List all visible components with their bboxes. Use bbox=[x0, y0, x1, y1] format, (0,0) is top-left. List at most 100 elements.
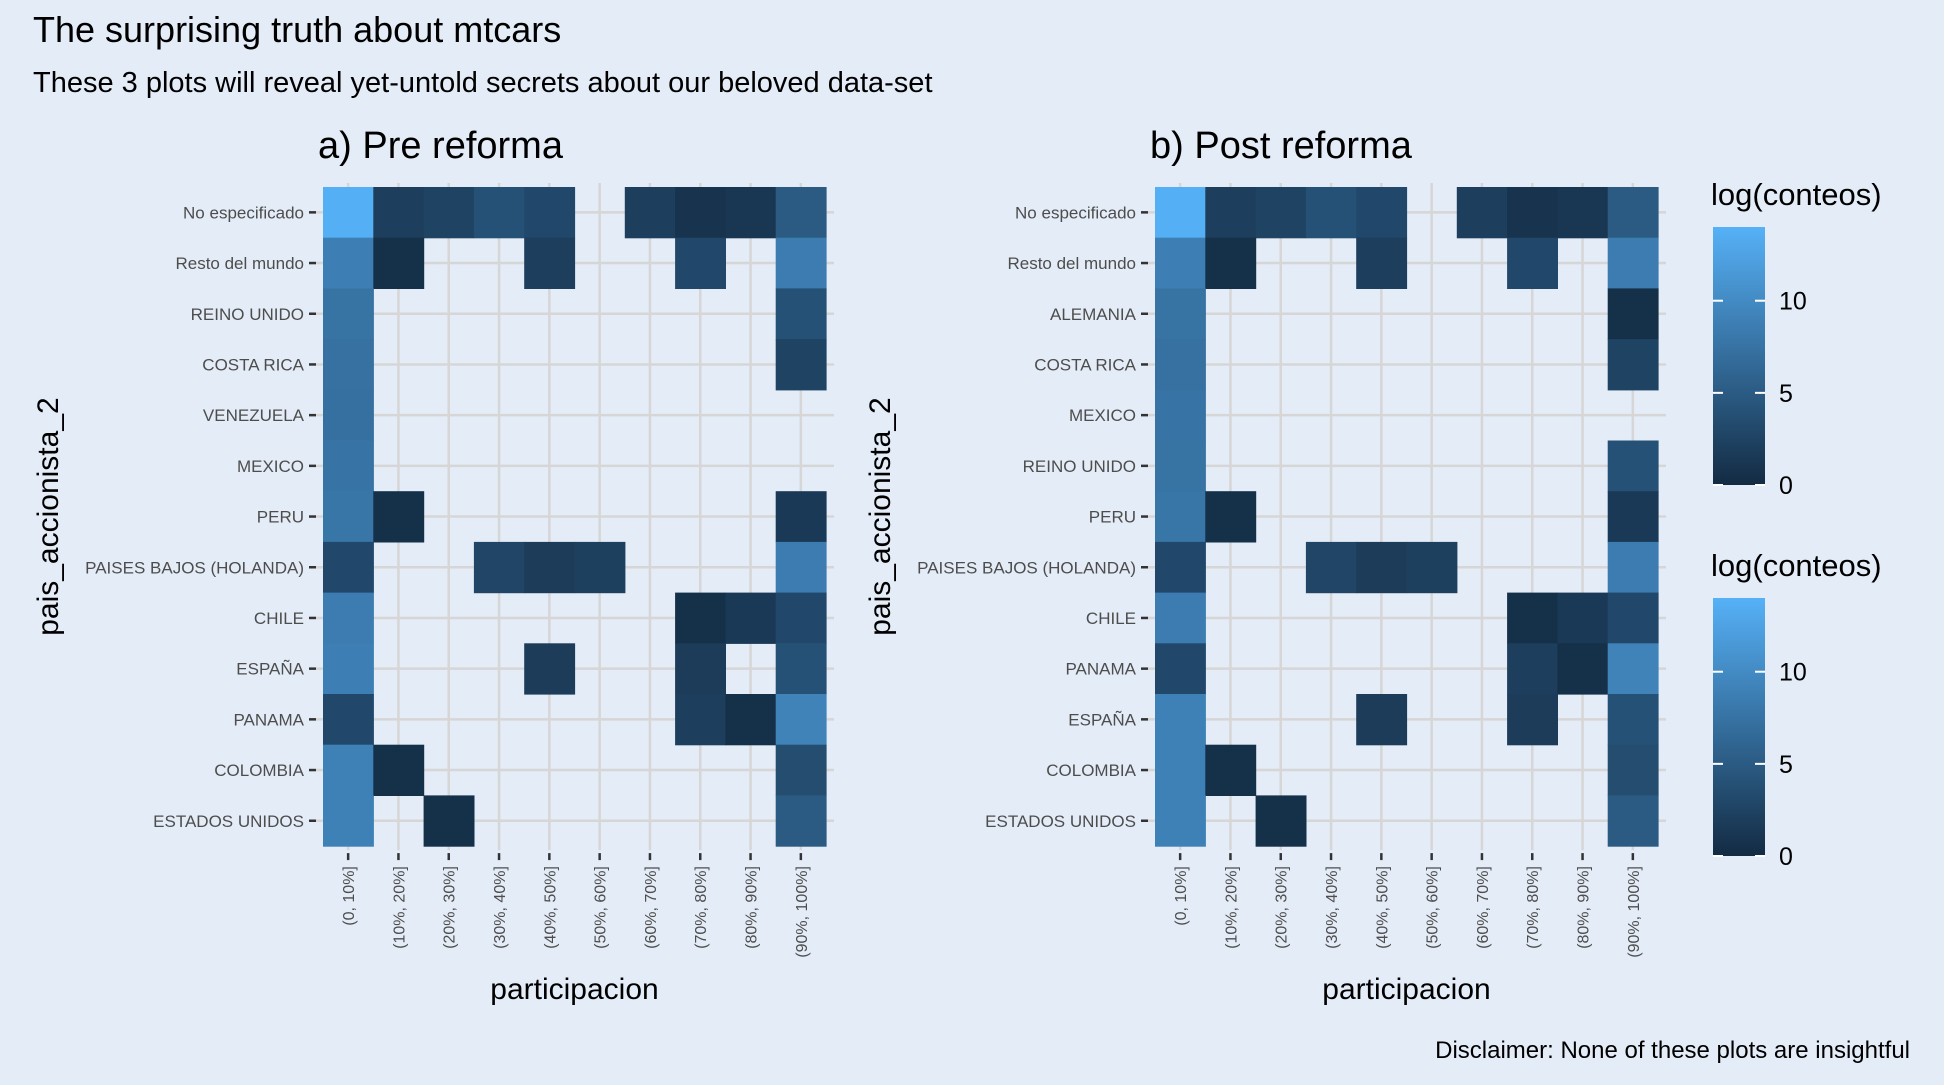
y-axis-title: pais_accionista_2 bbox=[864, 397, 897, 636]
legend-break-label: 10 bbox=[1779, 659, 1807, 687]
y-tick-label: MEXICO bbox=[1069, 406, 1136, 425]
legend-top: log(conteos) 0 5 10 bbox=[1711, 177, 1882, 500]
heatmap-cell bbox=[1607, 592, 1659, 644]
heatmap-cell bbox=[775, 491, 827, 543]
heatmap-cell bbox=[1205, 187, 1257, 239]
heatmap-cell bbox=[1155, 795, 1206, 847]
heatmap-cell bbox=[1155, 592, 1206, 644]
heatmap-cell bbox=[725, 592, 777, 644]
heatmap-cell bbox=[775, 237, 827, 289]
heatmap-cell bbox=[775, 288, 827, 340]
x-tick-label: (80%, 90%] bbox=[744, 866, 761, 949]
y-tick-label: PAISES BAJOS (HOLANDA) bbox=[917, 558, 1136, 577]
legend-break-label: 5 bbox=[1779, 751, 1793, 779]
heatmap-cell bbox=[775, 339, 827, 391]
heatmap-cell bbox=[775, 592, 827, 644]
y-tick-label: REINO UNIDO bbox=[1023, 457, 1136, 476]
legend-colorbar bbox=[1713, 227, 1765, 485]
y-tick-label: ESTADOS UNIDOS bbox=[153, 812, 304, 831]
heatmap-cell bbox=[1155, 237, 1206, 289]
y-tick-label: COLOMBIA bbox=[1046, 761, 1136, 780]
heatmap-cell bbox=[524, 187, 576, 239]
heatmap-cell bbox=[373, 491, 425, 543]
heatmap-cell bbox=[1607, 643, 1659, 695]
heatmap-cell bbox=[323, 592, 374, 644]
heatmap-cell bbox=[323, 643, 374, 695]
legend-title: log(conteos) bbox=[1711, 177, 1882, 212]
heatmap-cell bbox=[675, 694, 726, 746]
heatmap-cell bbox=[1205, 237, 1257, 289]
x-tick-label: (90%, 100%] bbox=[794, 866, 811, 958]
heatmap-cell bbox=[675, 643, 726, 695]
heatmap-cell bbox=[1507, 643, 1558, 695]
heatmap-cell bbox=[1356, 541, 1408, 594]
y-tick-label: ESPAÑA bbox=[1068, 710, 1136, 729]
figure-subtitle: These 3 plots will reveal yet-untold sec… bbox=[33, 67, 933, 99]
heatmap-cell bbox=[1155, 491, 1206, 543]
x-tick-label: (30%, 40%] bbox=[1324, 866, 1341, 949]
y-tick-label: PERU bbox=[1089, 508, 1136, 527]
heatmap-cell bbox=[1155, 288, 1206, 340]
heatmap-cell bbox=[1557, 643, 1609, 695]
heatmap-cell bbox=[323, 694, 374, 746]
heatmap-cell bbox=[1305, 187, 1357, 239]
heatmap-cell bbox=[1607, 440, 1659, 492]
heatmap-cell bbox=[1607, 339, 1659, 391]
heatmap-cells bbox=[323, 187, 827, 847]
y-tick-label: COLOMBIA bbox=[214, 761, 304, 780]
heatmap-cell bbox=[725, 187, 777, 239]
x-tick-label: (50%, 60%] bbox=[1425, 866, 1442, 949]
y-tick-label: PERU bbox=[257, 508, 304, 527]
y-tick-label: COSTA RICA bbox=[1034, 355, 1136, 374]
heatmap-cell bbox=[1557, 592, 1609, 644]
heatmap-cell bbox=[1406, 541, 1458, 594]
heatmap-cell bbox=[775, 694, 827, 746]
heatmap-cell bbox=[1557, 187, 1609, 239]
heatmap-cell bbox=[1607, 694, 1659, 746]
x-tick-label: (40%, 50%] bbox=[542, 866, 559, 949]
heatmap-cell bbox=[1607, 237, 1659, 289]
x-tick-label: (80%, 90%] bbox=[1576, 866, 1593, 949]
figure-caption: Disclaimer: None of these plots are insi… bbox=[1435, 1037, 1910, 1064]
heatmap-cell bbox=[373, 187, 425, 239]
heatmap-cell bbox=[1155, 187, 1206, 239]
heatmap-cell bbox=[1607, 491, 1659, 543]
x-tick-label: (0, 10%] bbox=[1173, 866, 1190, 926]
heatmap-cell bbox=[323, 339, 374, 391]
heatmap-panel-pre: a) Pre reforma No especificado Resto del m… bbox=[32, 125, 834, 1006]
heatmap-cell bbox=[1607, 795, 1659, 847]
heatmap-cell bbox=[675, 237, 726, 289]
heatmap-cell bbox=[1607, 744, 1659, 796]
x-tick-label: (50%, 60%] bbox=[593, 866, 610, 949]
x-tick-label: (20%, 30%] bbox=[1274, 866, 1291, 949]
heatmap-cell bbox=[1507, 187, 1558, 239]
heatmap-cell bbox=[323, 491, 374, 543]
legend-break-label: 0 bbox=[1779, 843, 1793, 871]
y-tick-label: No especificado bbox=[183, 203, 304, 222]
x-tick-label: (70%, 80%] bbox=[693, 866, 710, 949]
heatmap-cell bbox=[323, 237, 374, 289]
x-tick-label: (10%, 20%] bbox=[391, 866, 408, 949]
heatmap-cell bbox=[775, 541, 827, 594]
x-tick-label: (0, 10%] bbox=[341, 866, 358, 926]
x-tick-label: (70%, 80%] bbox=[1525, 866, 1542, 949]
heatmap-cell bbox=[725, 694, 777, 746]
x-tick-label: (10%, 20%] bbox=[1223, 866, 1240, 949]
heatmap-panel-post: b) Post reforma No especificado Resto del … bbox=[864, 125, 1666, 1006]
y-tick-label: PANAMA bbox=[1065, 660, 1136, 679]
heatmap-cell bbox=[1607, 187, 1659, 239]
heatmap-cell bbox=[524, 643, 576, 695]
heatmap-cell bbox=[323, 288, 374, 340]
y-tick-label: ALEMANIA bbox=[1050, 305, 1137, 324]
figure-title: The surprising truth about mtcars bbox=[33, 9, 561, 50]
heatmap-cell bbox=[1155, 694, 1206, 746]
y-tick-label: CHILE bbox=[1086, 609, 1136, 628]
heatmap-cell bbox=[1255, 187, 1307, 239]
heatmap-cell bbox=[775, 643, 827, 695]
heatmap-cell bbox=[323, 187, 374, 239]
x-tick-label: (30%, 40%] bbox=[492, 866, 509, 949]
heatmap-cell bbox=[423, 187, 475, 239]
heatmap-cell bbox=[373, 744, 425, 796]
